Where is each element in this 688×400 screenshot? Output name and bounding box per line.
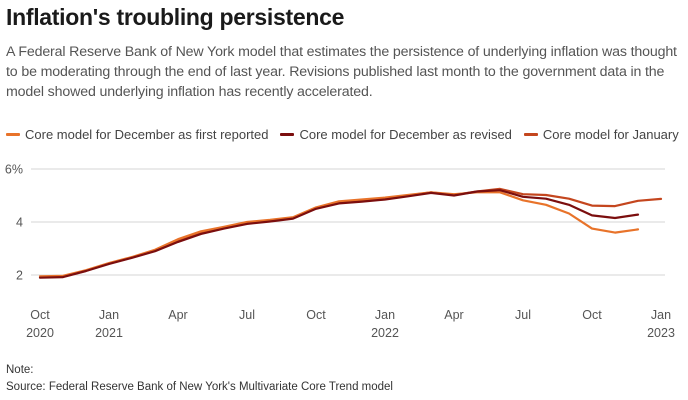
x-tick-label: Jan: [99, 308, 119, 322]
y-axis-ticks: 6% 4 2: [5, 163, 23, 283]
x-tick-year-label: 2020: [26, 326, 54, 340]
legend-label-revised: Core model for December as revised: [299, 127, 512, 142]
x-tick-label: Apr: [168, 308, 187, 322]
series-lines: [38, 187, 663, 279]
x-tick-label: Jul: [239, 308, 255, 322]
x-axis-ticks: Oct 2020 Jan 2021 Apr Jul Oct Jan 2022 Apr Jul Oct J…: [26, 308, 675, 340]
legend-swatch-revised: [280, 133, 295, 136]
legend-item-january: Core model for January: [523, 127, 679, 142]
x-tick-label: Jan: [375, 308, 395, 322]
chart-subtitle: A Federal Reserve Bank of New York model…: [6, 44, 677, 100]
x-tick-label: Oct: [30, 308, 50, 322]
source-text: Source: Federal Reserve Bank of New York…: [6, 381, 393, 393]
legend-swatch-january: [523, 133, 538, 136]
y-tick-label: 2: [16, 269, 23, 283]
x-tick-label: Jul: [515, 308, 531, 322]
x-tick-year-label: 2023: [647, 326, 675, 340]
footer: Note: Source: Federal Reserve Bank of Ne…: [6, 362, 393, 396]
legend: Core model for December as first reporte…: [6, 127, 679, 142]
y-tick-label: 4: [16, 216, 23, 230]
line-chart: 6% 4 2 Oct 2020 Jan 2021 Apr Jul Oct Jan 2022 Apr Ju…: [5, 163, 675, 341]
x-tick-year-label: 2022: [371, 326, 399, 340]
x-tick-label: Oct: [582, 308, 602, 322]
legend-item-first-reported: Core model for December as first reporte…: [6, 127, 268, 142]
chart-title: Inflation's troubling persistence: [6, 4, 345, 30]
legend-label-first-reported: Core model for December as first reporte…: [25, 127, 269, 142]
note-text: Note:: [6, 364, 34, 376]
series-line-revised: [38, 189, 640, 279]
legend-label-january: Core model for January: [542, 127, 679, 142]
x-tick-label: Apr: [444, 308, 463, 322]
x-tick-label: Jan: [651, 308, 671, 322]
legend-swatch-first-reported: [6, 133, 20, 136]
legend-item-revised: Core model for December as revised: [280, 127, 512, 142]
x-tick-label: Oct: [306, 308, 326, 322]
x-tick-year-label: 2021: [95, 326, 123, 340]
y-tick-label: 6%: [5, 163, 23, 177]
series-line-first-reported: [38, 191, 640, 278]
gridlines: [31, 168, 665, 276]
